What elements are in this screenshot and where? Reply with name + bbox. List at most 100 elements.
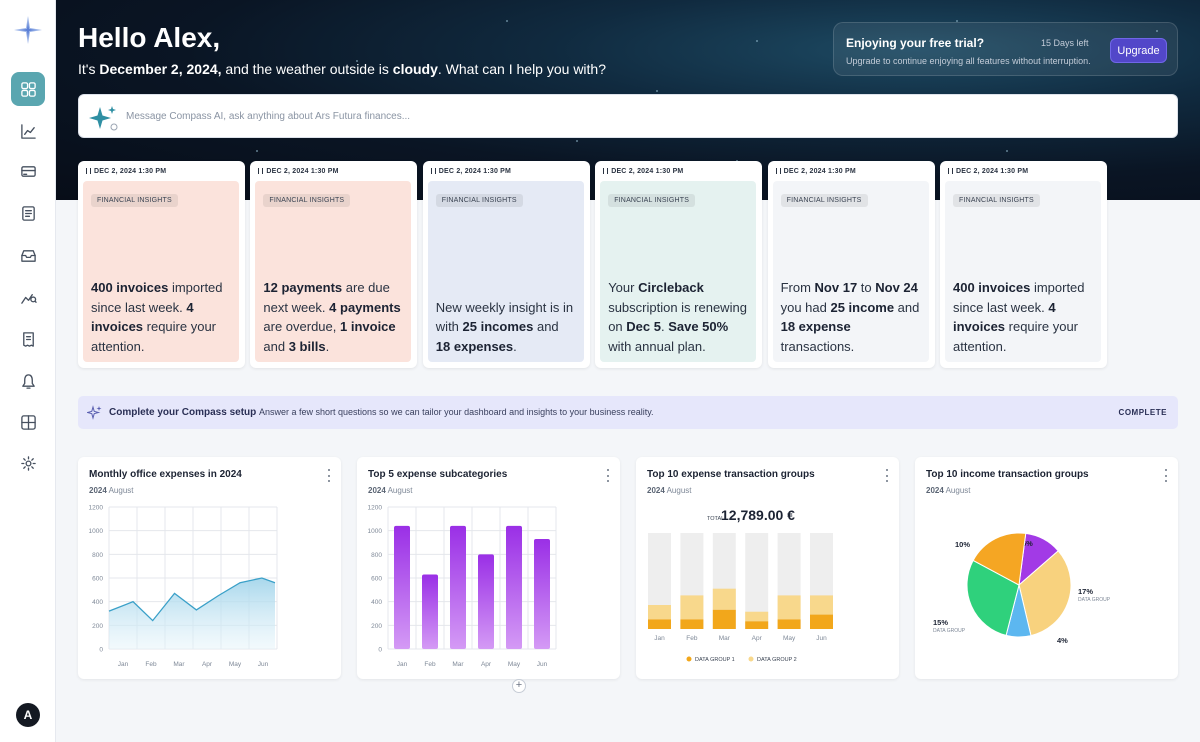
sidebar: A bbox=[0, 0, 56, 742]
avatar[interactable]: A bbox=[16, 703, 40, 727]
insight-card[interactable]: DEC 2, 2024 1:30 PM FINANCIAL INSIGHTS 400… bbox=[940, 161, 1107, 368]
x-tick-label: Jan bbox=[397, 661, 408, 668]
y-tick-label: 1200 bbox=[368, 505, 383, 512]
sidebar-item-dashboard[interactable] bbox=[11, 72, 45, 106]
insight-tag: FINANCIAL INSIGHTS bbox=[263, 194, 351, 207]
bar-series-2 bbox=[648, 605, 671, 620]
slice-label: 6% bbox=[1022, 539, 1033, 548]
chart-panel: Top 10 expense transaction groups 2024 Au… bbox=[636, 457, 899, 679]
bar-series-2 bbox=[777, 595, 801, 620]
x-tick-label: May bbox=[508, 661, 521, 668]
more-options-icon[interactable] bbox=[606, 469, 610, 482]
pie-slice bbox=[972, 532, 1027, 586]
star-decoration bbox=[956, 20, 958, 22]
chart: 0 200 400 600 800 1000 1200 Jan Feb Mar Apr May Jun bbox=[89, 505, 278, 668]
panel-title: Top 10 expense transaction groups bbox=[647, 469, 815, 480]
setup-title: Complete your Compass setup bbox=[109, 407, 257, 418]
star-decoration bbox=[756, 40, 758, 42]
compass-logo-icon[interactable] bbox=[12, 14, 44, 46]
insight-card[interactable]: DEC 2, 2024 1:30 PM FINANCIAL INSIGHTS New… bbox=[422, 161, 590, 368]
star-decoration bbox=[656, 90, 658, 92]
x-tick-label: Mar bbox=[452, 661, 464, 668]
sidebar-item-inbox[interactable] bbox=[11, 238, 45, 272]
chart-icon bbox=[20, 123, 36, 139]
panel-title: Monthly office expenses in 2024 bbox=[89, 469, 242, 480]
sidebar-item-document[interactable] bbox=[11, 196, 45, 230]
card-icon bbox=[20, 165, 36, 177]
x-tick-label: Feb bbox=[424, 661, 436, 668]
panel-title: Top 5 expense subcategories bbox=[368, 469, 508, 480]
x-tick-label: Jun bbox=[258, 661, 269, 668]
calendar-icon bbox=[258, 168, 264, 174]
insight-card[interactable]: DEC 2, 2024 1:30 PM FINANCIAL INSIGHTS You… bbox=[595, 161, 763, 368]
calendar-icon bbox=[948, 168, 953, 174]
insight-text: From Nov 17 to Nov 24 you had 25 income … bbox=[780, 280, 920, 354]
bar bbox=[478, 554, 494, 649]
star-decoration bbox=[506, 20, 508, 22]
insight-text: 400 invoices imported since last week. 4… bbox=[953, 280, 1085, 354]
more-options-icon[interactable] bbox=[327, 469, 331, 482]
complete-button[interactable]: COMPLETE bbox=[1118, 408, 1167, 417]
bar bbox=[534, 538, 550, 649]
total-label: TOTAL bbox=[707, 516, 724, 522]
bar-series-2 bbox=[810, 595, 833, 615]
area-fill bbox=[109, 578, 275, 649]
star-decoration bbox=[176, 30, 178, 32]
bar-series-1 bbox=[745, 621, 769, 629]
slice-sublabel: DATA GROUP bbox=[933, 628, 966, 634]
y-tick-label: 800 bbox=[92, 552, 103, 559]
x-tick-label: Jun bbox=[537, 661, 548, 668]
grid-icon bbox=[20, 414, 36, 430]
y-tick-label: 600 bbox=[371, 576, 382, 583]
add-widget-button[interactable]: + bbox=[512, 679, 526, 693]
total-value: 12,789.00 € bbox=[721, 507, 795, 523]
x-tick-label: Apr bbox=[202, 661, 213, 668]
insight-card[interactable]: DEC 2, 2024 1:30 PM FINANCIAL INSIGHTS Fro… bbox=[767, 161, 935, 368]
insight-tag: FINANCIAL INSIGHTS bbox=[91, 194, 178, 207]
insight-date: DEC 2, 2024 1:30 PM bbox=[775, 168, 856, 175]
setup-description: Answer a few short questions so we can t… bbox=[259, 407, 654, 417]
trial-title: Enjoying your free trial? bbox=[846, 36, 985, 50]
bell-icon bbox=[21, 373, 35, 389]
panel-period: 2024 August bbox=[647, 486, 692, 495]
sidebar-item-chart[interactable] bbox=[11, 114, 45, 148]
calendar-icon bbox=[603, 168, 609, 174]
x-tick-label: Mar bbox=[173, 661, 185, 668]
sidebar-item-bell[interactable] bbox=[11, 364, 45, 398]
more-options-icon[interactable] bbox=[885, 469, 889, 482]
message-input[interactable]: Message Compass AI, ask anything about A… bbox=[78, 94, 1178, 138]
sidebar-item-grid[interactable] bbox=[11, 405, 45, 439]
x-tick-label: May bbox=[229, 661, 242, 668]
legend-swatch bbox=[748, 656, 754, 662]
insight-body: FINANCIAL INSIGHTS 400 invoices imported … bbox=[945, 181, 1101, 362]
insight-card[interactable]: DEC 2, 2024 1:30 PM FINANCIAL INSIGHTS 12 … bbox=[250, 161, 418, 368]
y-tick-label: 1000 bbox=[368, 528, 383, 535]
sidebar-item-gear[interactable] bbox=[11, 446, 45, 480]
sparkle-icon bbox=[87, 405, 102, 420]
upgrade-button[interactable]: Upgrade bbox=[1110, 38, 1167, 63]
sidebar-item-analytics[interactable] bbox=[11, 280, 45, 314]
insight-date: DEC 2, 2024 1:30 PM bbox=[948, 168, 1028, 175]
x-tick-label: Jan bbox=[118, 661, 129, 668]
trial-subtitle: Upgrade to continue enjoying all feature… bbox=[846, 56, 1091, 66]
dashboard-icon bbox=[20, 81, 36, 97]
insight-body: FINANCIAL INSIGHTS New weekly insight is … bbox=[427, 181, 584, 362]
bar bbox=[450, 525, 466, 649]
bar-series-1 bbox=[810, 614, 833, 629]
insight-body: FINANCIAL INSIGHTS Your Circleback subscr… bbox=[600, 181, 757, 362]
panel-period: 2024 August bbox=[89, 486, 134, 495]
bar-series-2 bbox=[745, 611, 769, 622]
sidebar-item-card[interactable] bbox=[11, 154, 45, 188]
y-tick-label: 400 bbox=[92, 599, 103, 606]
x-tick-label: Jan bbox=[654, 635, 665, 642]
insight-card[interactable]: DEC 2, 2024 1:30 PM FINANCIAL INSIGHTS 400… bbox=[78, 161, 245, 368]
y-tick-label: 200 bbox=[92, 623, 103, 630]
sidebar-item-receipt[interactable] bbox=[11, 322, 45, 356]
more-options-icon[interactable] bbox=[1164, 469, 1168, 482]
message-placeholder: Message Compass AI, ask anything about A… bbox=[126, 111, 411, 122]
legend-label: DATA GROUP 1 bbox=[695, 657, 735, 663]
insight-body: FINANCIAL INSIGHTS From Nov 17 to Nov 24 … bbox=[772, 181, 929, 362]
insight-body: FINANCIAL INSIGHTS 400 invoices imported … bbox=[83, 181, 239, 362]
sparkle-icon bbox=[89, 106, 118, 131]
